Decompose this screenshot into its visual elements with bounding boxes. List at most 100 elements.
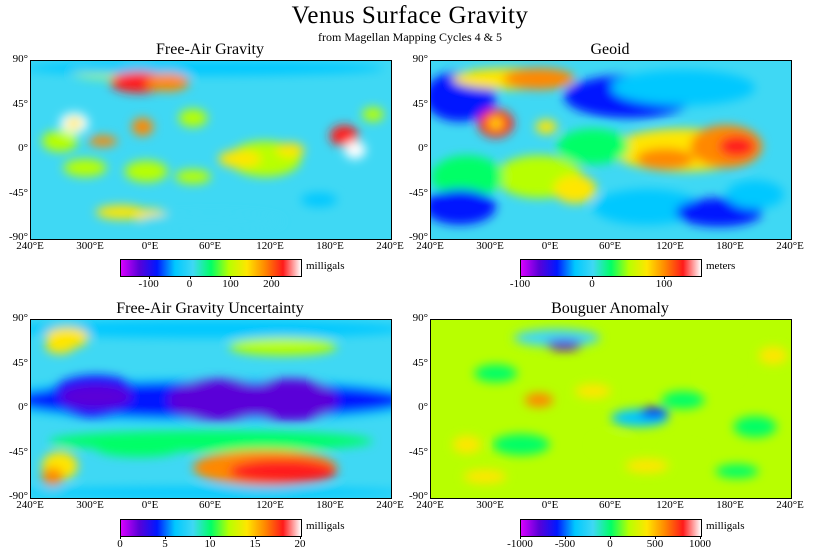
x-tick-label: 240°E [16, 240, 44, 252]
y-tick-label: 0° [18, 142, 28, 154]
panel-title: Free-Air Gravity Uncertainty [116, 300, 304, 317]
y-tick-label: -90° [408, 490, 428, 502]
anomaly-region [452, 435, 482, 454]
colorbar [120, 259, 302, 277]
anomaly-region [329, 125, 359, 147]
x-tick-label: 60°E [598, 499, 622, 511]
colorbar [120, 519, 302, 537]
colorbar-tick-label: 20 [294, 538, 306, 550]
x-tick-label: 240°E [776, 499, 804, 511]
y-tick-label: 0° [18, 401, 28, 413]
x-tick-label: 120°E [656, 240, 684, 252]
colorbar-tick [148, 276, 150, 279]
anomaly-region [59, 384, 132, 409]
anomaly-region [45, 339, 75, 354]
y-tick-label: -45° [408, 445, 428, 458]
anomaly-region [488, 117, 503, 129]
anomaly-region [175, 169, 211, 184]
y-tick-label: 90° [12, 312, 28, 324]
x-tick-label: 60°E [598, 240, 622, 252]
anomaly-region [124, 160, 168, 183]
x-tick-label: 120°E [256, 499, 284, 511]
colorbar-tick-label: 0 [589, 278, 595, 290]
x-tick-label: 300°E [76, 499, 104, 511]
x-tick-label: 0°E [541, 240, 559, 252]
colorbar-tick [300, 536, 301, 539]
panel-title: Geoid [590, 41, 630, 58]
anomaly-region [758, 346, 788, 365]
anomaly-region [535, 119, 557, 134]
anomaly-region [625, 458, 669, 474]
anomaly-region [431, 189, 496, 225]
colorbar-tick-label: 100 [222, 278, 239, 290]
anomaly-region [257, 385, 323, 415]
x-tick-label: 300°E [476, 499, 504, 511]
panel-title: Bouguer Anomaly [551, 300, 669, 317]
anomaly-region [131, 117, 154, 136]
colorbar-tick-label: 15 [249, 538, 261, 550]
x-tick-label: 0°E [141, 240, 159, 252]
anomaly-region [275, 142, 305, 158]
y-tick-label: -45° [408, 186, 428, 199]
anomaly-region [575, 384, 611, 399]
colorbar-tick [700, 536, 701, 539]
anomaly-region [639, 407, 669, 418]
figure-subtitle: from Magellan Mapping Cycles 4 & 5 [318, 30, 502, 44]
anomaly-region [593, 189, 701, 225]
anomaly-region [733, 416, 777, 438]
anomaly-region [229, 337, 337, 356]
y-tick-label: 90° [412, 53, 428, 65]
anomaly-region [31, 61, 384, 76]
colorbar-tick-label: 0 [117, 538, 123, 550]
anomaly-region [553, 174, 597, 204]
anomaly-region [41, 130, 78, 152]
y-tick-label: 45° [12, 356, 28, 369]
colorbar-tick-label: -100 [138, 278, 159, 290]
anomaly-region [301, 192, 337, 207]
anomaly-region [229, 458, 337, 484]
map-image [430, 60, 792, 240]
y-tick-label: -45° [8, 445, 28, 458]
y-tick-label: -90° [8, 231, 28, 243]
colorbar-tick [230, 276, 232, 279]
colorbar-tick [210, 536, 211, 539]
anomaly-region [557, 128, 629, 165]
y-tick-label: 0° [418, 142, 428, 154]
anomaly-region [661, 391, 705, 409]
y-tick-label: -45° [8, 186, 28, 199]
y-tick-label: 90° [412, 312, 428, 324]
heatmap-field [431, 68, 784, 227]
colorbar-tick-label: -1000 [507, 538, 533, 550]
anomaly-region [665, 446, 701, 461]
colorbar-tick-label: 500 [646, 538, 664, 550]
colorbar-tick [271, 276, 273, 279]
colorbar-tick [655, 536, 656, 539]
y-tick-label: -90° [408, 231, 428, 243]
anomaly-region [524, 392, 554, 408]
colorbar-tick-label: 100 [655, 278, 673, 290]
anomaly-region [726, 180, 784, 209]
colorbar-tick-label: 5 [162, 538, 168, 550]
colorbar [520, 519, 702, 537]
colorbar-tick [189, 276, 191, 279]
anomaly-region [593, 437, 629, 452]
anomaly-region [31, 487, 391, 498]
anomaly-region [218, 150, 262, 168]
anomaly-region [95, 439, 183, 458]
anomaly-region [344, 141, 366, 159]
map-image [30, 319, 392, 499]
colorbar-tick-label: 200 [263, 278, 280, 290]
anomaly-region [41, 467, 64, 486]
anomaly-region [431, 155, 503, 199]
x-tick-label: 240°E [416, 499, 444, 511]
x-tick-label: 300°E [76, 240, 104, 252]
colorbar-tick-label: 0 [186, 278, 193, 290]
x-tick-label: 180°E [716, 499, 744, 511]
colorbar-tick [520, 276, 521, 279]
panel-title: Free-Air Gravity [156, 41, 264, 58]
anomaly-region [182, 385, 255, 415]
y-tick-label: -90° [8, 490, 28, 502]
colorbar-tick [165, 536, 166, 539]
anomaly-region [88, 135, 118, 147]
y-tick-label: 45° [412, 97, 428, 110]
